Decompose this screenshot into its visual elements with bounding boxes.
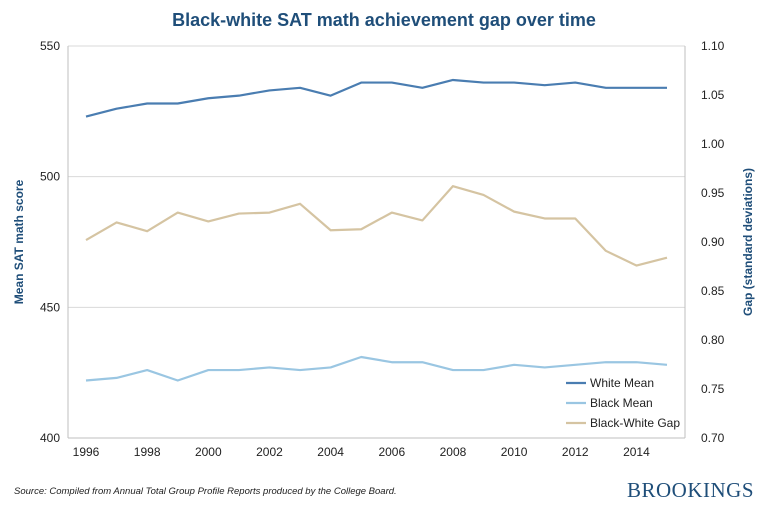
y-axis-title: Mean SAT math score: [12, 179, 26, 304]
series-line-black-mean: [85, 355, 668, 382]
x-tick-label: 2006: [378, 445, 405, 459]
brookings-logo: BROOKINGS: [626, 478, 754, 502]
x-tick-label: 2000: [195, 445, 222, 459]
x-tick-label: 2014: [623, 445, 650, 459]
y2-tick-label: 0.90: [701, 235, 725, 249]
source-note: Source: Compiled from Annual Total Group…: [14, 486, 397, 497]
y2-tick-label: 1.10: [701, 39, 725, 53]
axes: 400 450 500 550 0.70 0.75 0.80 0.85 0.90 0.95 1.00…: [12, 39, 755, 459]
y-tick-label: 400: [40, 431, 60, 445]
x-tick-label: 2004: [317, 445, 344, 459]
y2-tick-label: 0.80: [701, 333, 725, 347]
y2-tick-label: 0.75: [701, 382, 725, 396]
x-tick-label: 1998: [134, 445, 161, 459]
series-line-white-mean: [85, 78, 667, 118]
x-tick-label: 2010: [501, 445, 528, 459]
x-tick-label: 2002: [256, 445, 283, 459]
y-tick-label: 450: [40, 300, 60, 314]
legend: White Mean Black Mean Black-White Gap: [566, 376, 680, 430]
y2-axis-title: Gap (standard deviations): [741, 168, 755, 316]
legend-label: Black Mean: [590, 396, 653, 410]
y-tick-label: 500: [40, 170, 60, 184]
x-tick-label: 1996: [73, 445, 100, 459]
series-lines: [85, 78, 668, 382]
chart-title: Black-white SAT math achievement gap ove…: [172, 10, 596, 30]
y2-tick-label: 0.85: [701, 284, 725, 298]
y2-tick-label: 0.95: [701, 186, 725, 200]
legend-label: Black-White Gap: [590, 416, 680, 430]
y-tick-label: 550: [40, 39, 60, 53]
y2-tick-label: 1.05: [701, 88, 725, 102]
y2-tick-label: 0.70: [701, 431, 725, 445]
y2-tick-label: 1.00: [701, 137, 725, 151]
series-line-black-white-gap: [85, 185, 668, 267]
legend-label: White Mean: [590, 376, 654, 390]
x-tick-label: 2012: [562, 445, 589, 459]
x-tick-label: 2008: [440, 445, 467, 459]
